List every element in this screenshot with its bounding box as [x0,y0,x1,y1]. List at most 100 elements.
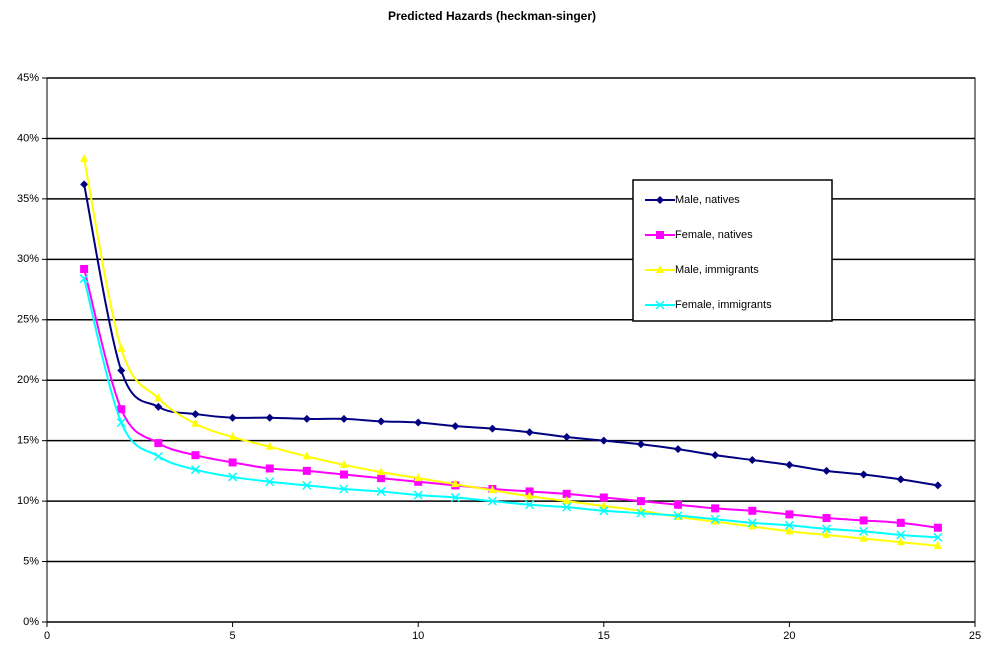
y-tick-label: 10% [17,495,39,507]
y-tick-label: 45% [17,72,39,84]
marker [228,413,237,422]
marker [228,432,237,441]
marker [80,153,89,162]
marker [80,265,89,274]
marker [562,496,571,505]
marker [562,433,571,442]
marker [228,458,237,467]
marker [933,532,943,542]
marker [116,418,126,428]
marker [488,485,497,494]
marker [265,477,275,487]
marker [488,424,497,433]
marker [450,492,460,503]
marker [599,500,608,509]
y-tick-label: 20% [17,374,39,386]
marker [859,516,868,525]
marker [711,516,720,525]
marker [228,472,238,482]
marker [674,445,683,454]
marker [191,418,200,427]
y-tick-label: 25% [17,314,39,326]
marker [525,500,535,510]
marker [859,526,869,536]
marker [933,523,942,532]
marker [636,508,646,518]
marker [377,467,386,476]
x-tick-label: 25 [969,630,981,642]
marker [265,441,274,450]
marker [822,466,831,475]
marker [748,521,757,530]
marker [599,506,609,516]
y-tick-label: 0% [23,616,39,628]
marker [896,475,905,484]
marker [655,300,665,310]
y-tick-label: 5% [23,555,39,567]
y-tick-label: 30% [17,253,39,265]
marker [711,504,720,513]
chart-title: Predicted Hazards (heckman-singer) [388,9,596,23]
marker [339,484,349,494]
marker [302,480,312,490]
x-tick-label: 0 [44,630,50,642]
marker [599,493,608,502]
marker [933,540,942,549]
marker [710,514,720,524]
marker [413,490,423,500]
marker [896,530,906,540]
legend-box [632,179,833,322]
marker [339,459,348,468]
legend-label: Male, natives [675,194,740,206]
marker [154,439,163,448]
marker [562,502,572,512]
legend-label: Female, natives [675,229,753,241]
marker [153,451,163,461]
marker [414,477,423,486]
marker [673,511,683,521]
marker [747,518,757,528]
marker [117,343,126,352]
plot-border [46,77,976,623]
marker [656,231,664,239]
marker [339,470,348,479]
x-tick-label: 20 [783,630,795,642]
marker [859,470,868,479]
marker [656,265,664,273]
marker [674,500,683,509]
marker [785,460,794,469]
marker [154,402,163,411]
marker [525,491,534,500]
legend: Male, natives Female, natives Male, immigr… [632,179,833,322]
marker [191,451,200,460]
x-tick-label: 5 [230,630,236,642]
marker [154,393,163,402]
marker [711,451,720,460]
marker [190,465,201,475]
marker [414,418,423,427]
y-tick-label: 15% [17,435,39,447]
y-tick-label: 35% [17,193,39,205]
marker [562,489,571,498]
marker [451,479,460,488]
marker [377,474,386,483]
marker [656,196,664,204]
marker [302,414,311,423]
marker [451,422,460,431]
marker [79,274,89,284]
legend-label: Female, immigrants [675,299,772,311]
marker [265,464,274,473]
marker [525,428,534,437]
y-tick-label: 40% [17,132,39,144]
marker [302,466,311,475]
marker [748,506,757,515]
marker [117,366,126,375]
marker [822,514,831,523]
marker [414,473,423,482]
x-tick-label: 10 [412,630,424,642]
marker [896,518,905,527]
x-tick-label: 15 [598,630,610,642]
marker [117,405,126,414]
marker [302,451,311,460]
